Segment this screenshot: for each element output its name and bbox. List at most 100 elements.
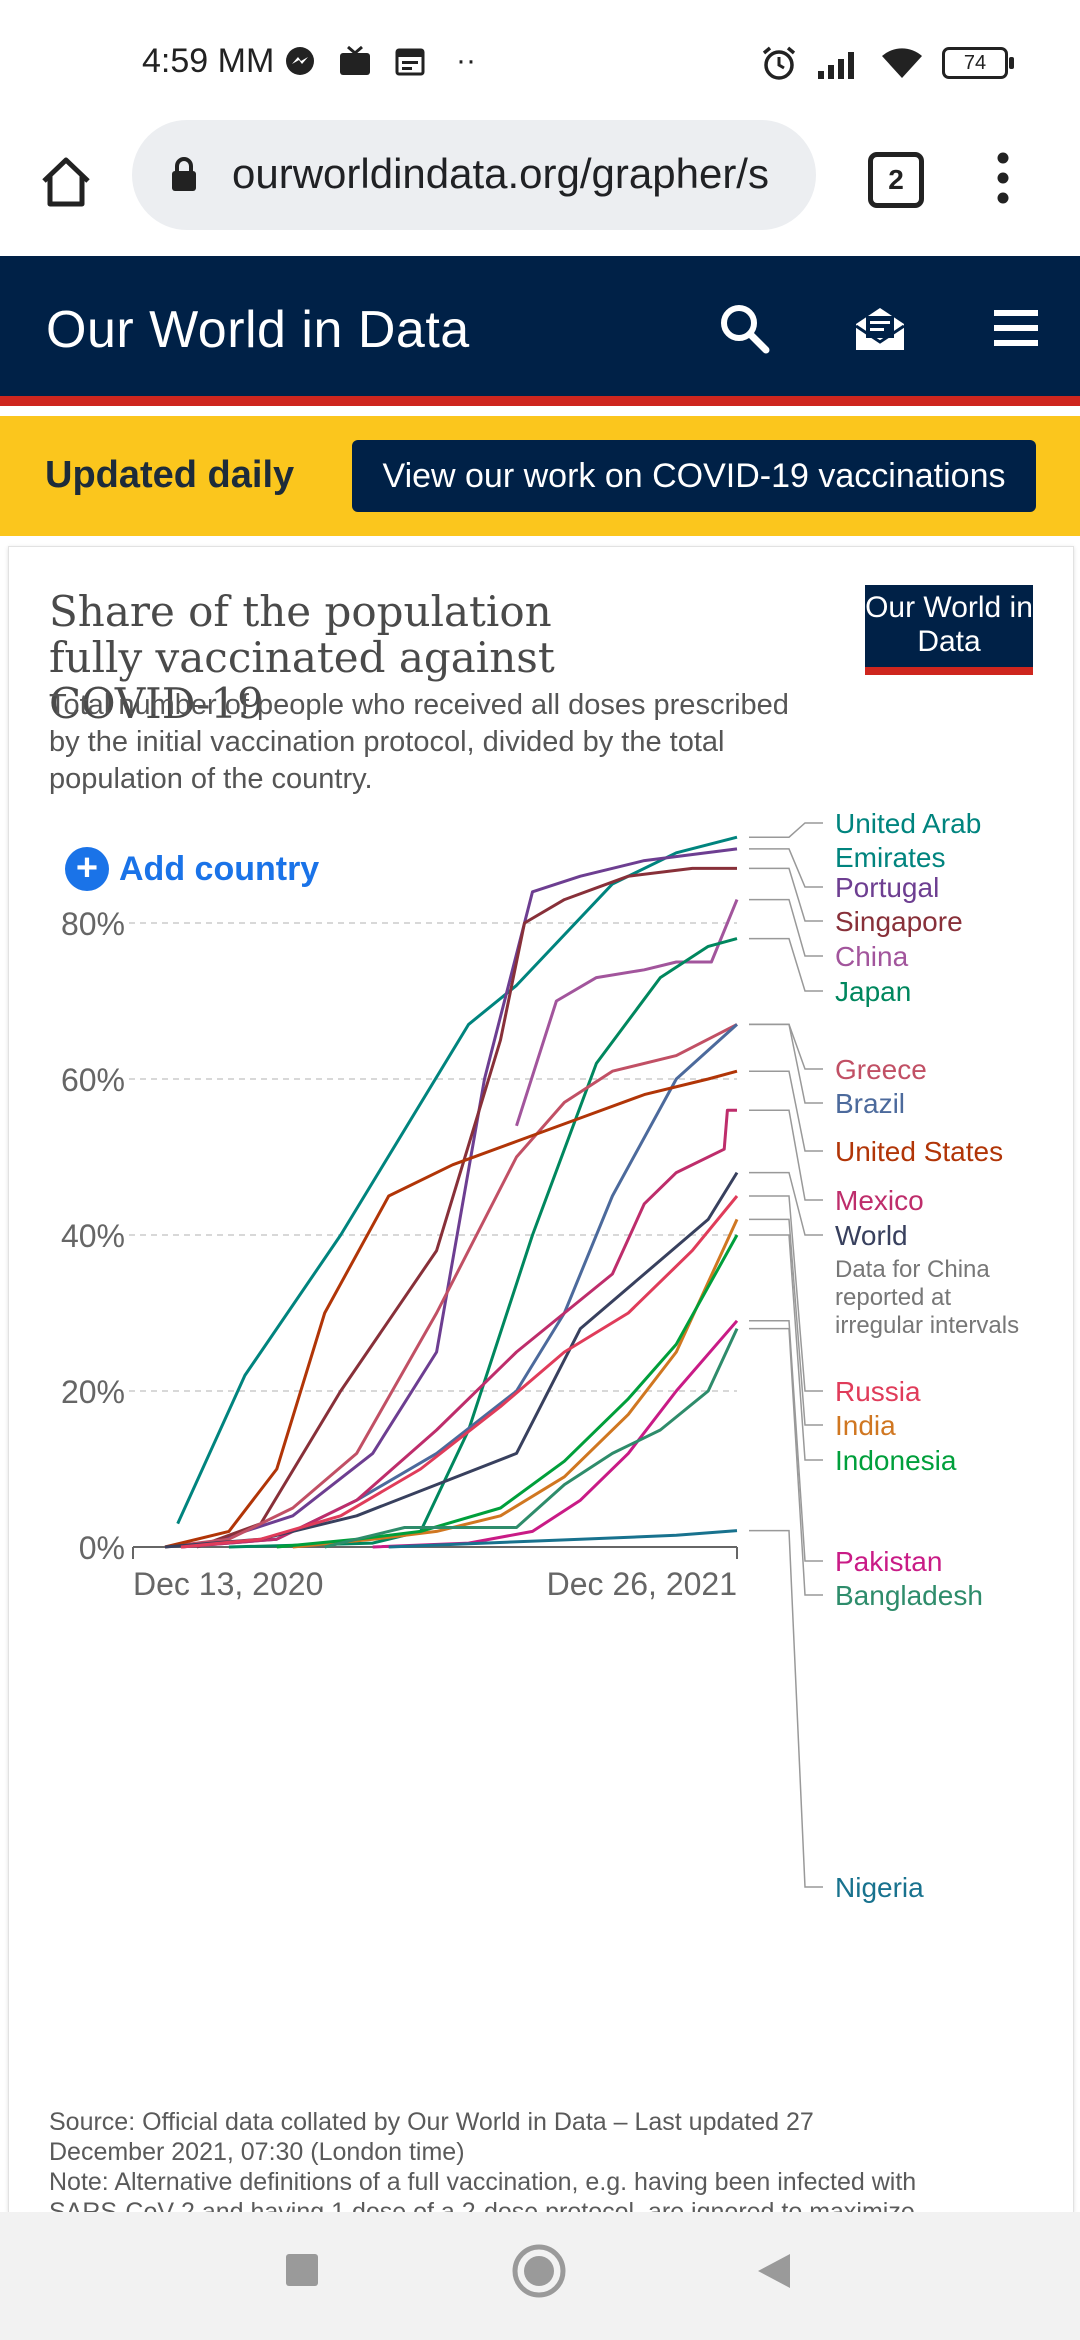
source-line-3: Note: Alternative definitions of a full …	[49, 2168, 917, 2196]
y-tick-label: 60%	[61, 1062, 125, 1098]
source-line-1: Source: Official data collated by Our Wo…	[49, 2108, 814, 2136]
y-tick-label: 40%	[61, 1218, 125, 1254]
series-line-mexico	[180, 1108, 737, 1549]
x-tick-label: Dec 13, 2020	[133, 1566, 323, 1602]
tab-switcher-button[interactable]: 2	[868, 152, 924, 208]
legend-connector	[749, 1234, 823, 1461]
tv-icon	[340, 45, 370, 75]
series-line-pakistan	[372, 1319, 739, 1549]
series-line-portugal	[196, 847, 738, 1549]
site-logo[interactable]: Our World in Data	[46, 301, 470, 359]
home-nav-icon[interactable]	[512, 2244, 566, 2298]
status-time: 4:59 MM	[142, 42, 275, 80]
legend-note: reported at	[835, 1284, 951, 1311]
legend-label: Indonesia	[835, 1445, 957, 1476]
system-nav-bar	[0, 2212, 1080, 2340]
header-accent-line	[0, 396, 1080, 406]
battery-icon: 74	[942, 47, 1014, 79]
legend-note: Data for China	[835, 1256, 990, 1283]
series-line-japan	[228, 937, 738, 1549]
legend-connector	[749, 1023, 823, 1104]
signal-icon	[818, 52, 854, 79]
back-nav-icon[interactable]	[756, 2252, 792, 2290]
source-line-4: SARS-CoV-2 and having 1 dose of a 2-dose…	[49, 2198, 915, 2213]
y-tick-label: 0%	[79, 1530, 125, 1566]
y-tick-label: 80%	[61, 906, 125, 942]
subscribe-mail-icon[interactable]	[852, 300, 908, 356]
legend-label: Mexico	[835, 1185, 924, 1216]
legend-label: United Arab	[835, 808, 981, 839]
legend-label: Brazil	[835, 1088, 905, 1119]
legend-label: Russia	[835, 1376, 921, 1407]
chart-card: Share of the population fully vaccinated…	[8, 546, 1074, 2213]
x-tick-label: Dec 26, 2021	[547, 1566, 737, 1602]
chart-subtitle: Total number of people who received all …	[49, 689, 789, 795]
chart-title: Share of the population fully vaccinated…	[49, 587, 555, 728]
plus-circle-icon: +	[65, 847, 109, 891]
legend-label: India	[835, 1410, 896, 1441]
status-bar: 4:59 MM ·· 74	[0, 0, 1080, 120]
legend-connector	[749, 822, 823, 838]
legend-label: Bangladesh	[835, 1580, 983, 1611]
home-icon[interactable]	[38, 154, 94, 210]
hamburger-menu-icon[interactable]	[988, 300, 1044, 356]
source-line-2: December 2021, 07:30 (London time)	[49, 2138, 465, 2166]
legend-connector	[749, 937, 823, 992]
series-line-china	[515, 899, 739, 1127]
legend-connector	[749, 1320, 823, 1562]
wifi-icon	[882, 48, 922, 78]
series-line-nigeria	[388, 1529, 738, 1549]
legend-connector	[749, 1070, 823, 1152]
legend-label: Portugal	[835, 872, 939, 903]
site-header: Our World in Data	[0, 256, 1080, 406]
url-bar[interactable]: ourworldindata.org/grapher/s	[132, 120, 816, 230]
series-line-world	[164, 1171, 739, 1549]
search-icon[interactable]	[716, 300, 772, 356]
legend-label: United States	[835, 1136, 1003, 1167]
legend-label: Greece	[835, 1054, 927, 1085]
add-country-button[interactable]: + Add country	[65, 847, 319, 891]
overflow-menu-icon[interactable]	[985, 150, 1021, 206]
legend-connector	[749, 1023, 823, 1070]
legend-label: Emirates	[835, 842, 945, 873]
messenger-icon	[286, 47, 314, 75]
legend-label: Nigeria	[835, 1872, 924, 1903]
series-line-greece	[164, 1023, 738, 1549]
vaccinations-link-button[interactable]: View our work on COVID-19 vaccinations	[352, 440, 1036, 512]
series-line-bangladesh	[324, 1327, 739, 1549]
legend-label: World	[835, 1220, 908, 1251]
legend-connector	[749, 1195, 823, 1392]
series-line-singapore	[196, 866, 737, 1549]
more-dots-icon: ··	[456, 44, 476, 77]
update-banner: Updated daily View our work on COVID-19 …	[0, 416, 1080, 536]
legend-label: China	[835, 941, 909, 972]
legend-connector	[749, 1109, 823, 1201]
legend-label: Pakistan	[835, 1546, 942, 1577]
alarm-icon	[762, 46, 796, 80]
y-tick-label: 20%	[61, 1374, 125, 1410]
legend-connector	[749, 848, 823, 888]
series-line-brazil	[180, 1023, 739, 1549]
legend-connector	[749, 1171, 823, 1236]
chart-source-note: Source: Official data collated by Our Wo…	[49, 2107, 1049, 2213]
recent-apps-icon[interactable]	[284, 2252, 320, 2288]
url-text[interactable]: ourworldindata.org/grapher/s	[232, 150, 769, 197]
series-line-india	[292, 1218, 739, 1549]
legend-connector	[749, 1327, 823, 1596]
series-line-united-states	[164, 1069, 738, 1549]
banner-label: Updated daily	[45, 454, 295, 496]
lock-icon	[172, 157, 196, 191]
line-chart: 0% 20% 40% 60% 80% Dec 13, 2020 Dec 26, 2021 Un…	[61, 808, 1019, 1903]
legend-connector	[749, 1218, 823, 1426]
legend-connector	[749, 898, 823, 957]
legend-label: Singapore	[835, 906, 963, 937]
browser-toolbar: ourworldindata.org/grapher/s 2	[0, 120, 1080, 256]
legend-note: irregular intervals	[835, 1312, 1019, 1339]
legend-label: Japan	[835, 976, 911, 1007]
legend-connector	[749, 1529, 823, 1888]
badge-text: Our World in Data	[865, 591, 1033, 658]
legend-connector	[749, 867, 823, 922]
calendar-icon	[395, 48, 425, 76]
owid-badge-logo[interactable]: Our World in Data	[865, 585, 1033, 675]
add-country-label: Add country	[119, 849, 320, 888]
